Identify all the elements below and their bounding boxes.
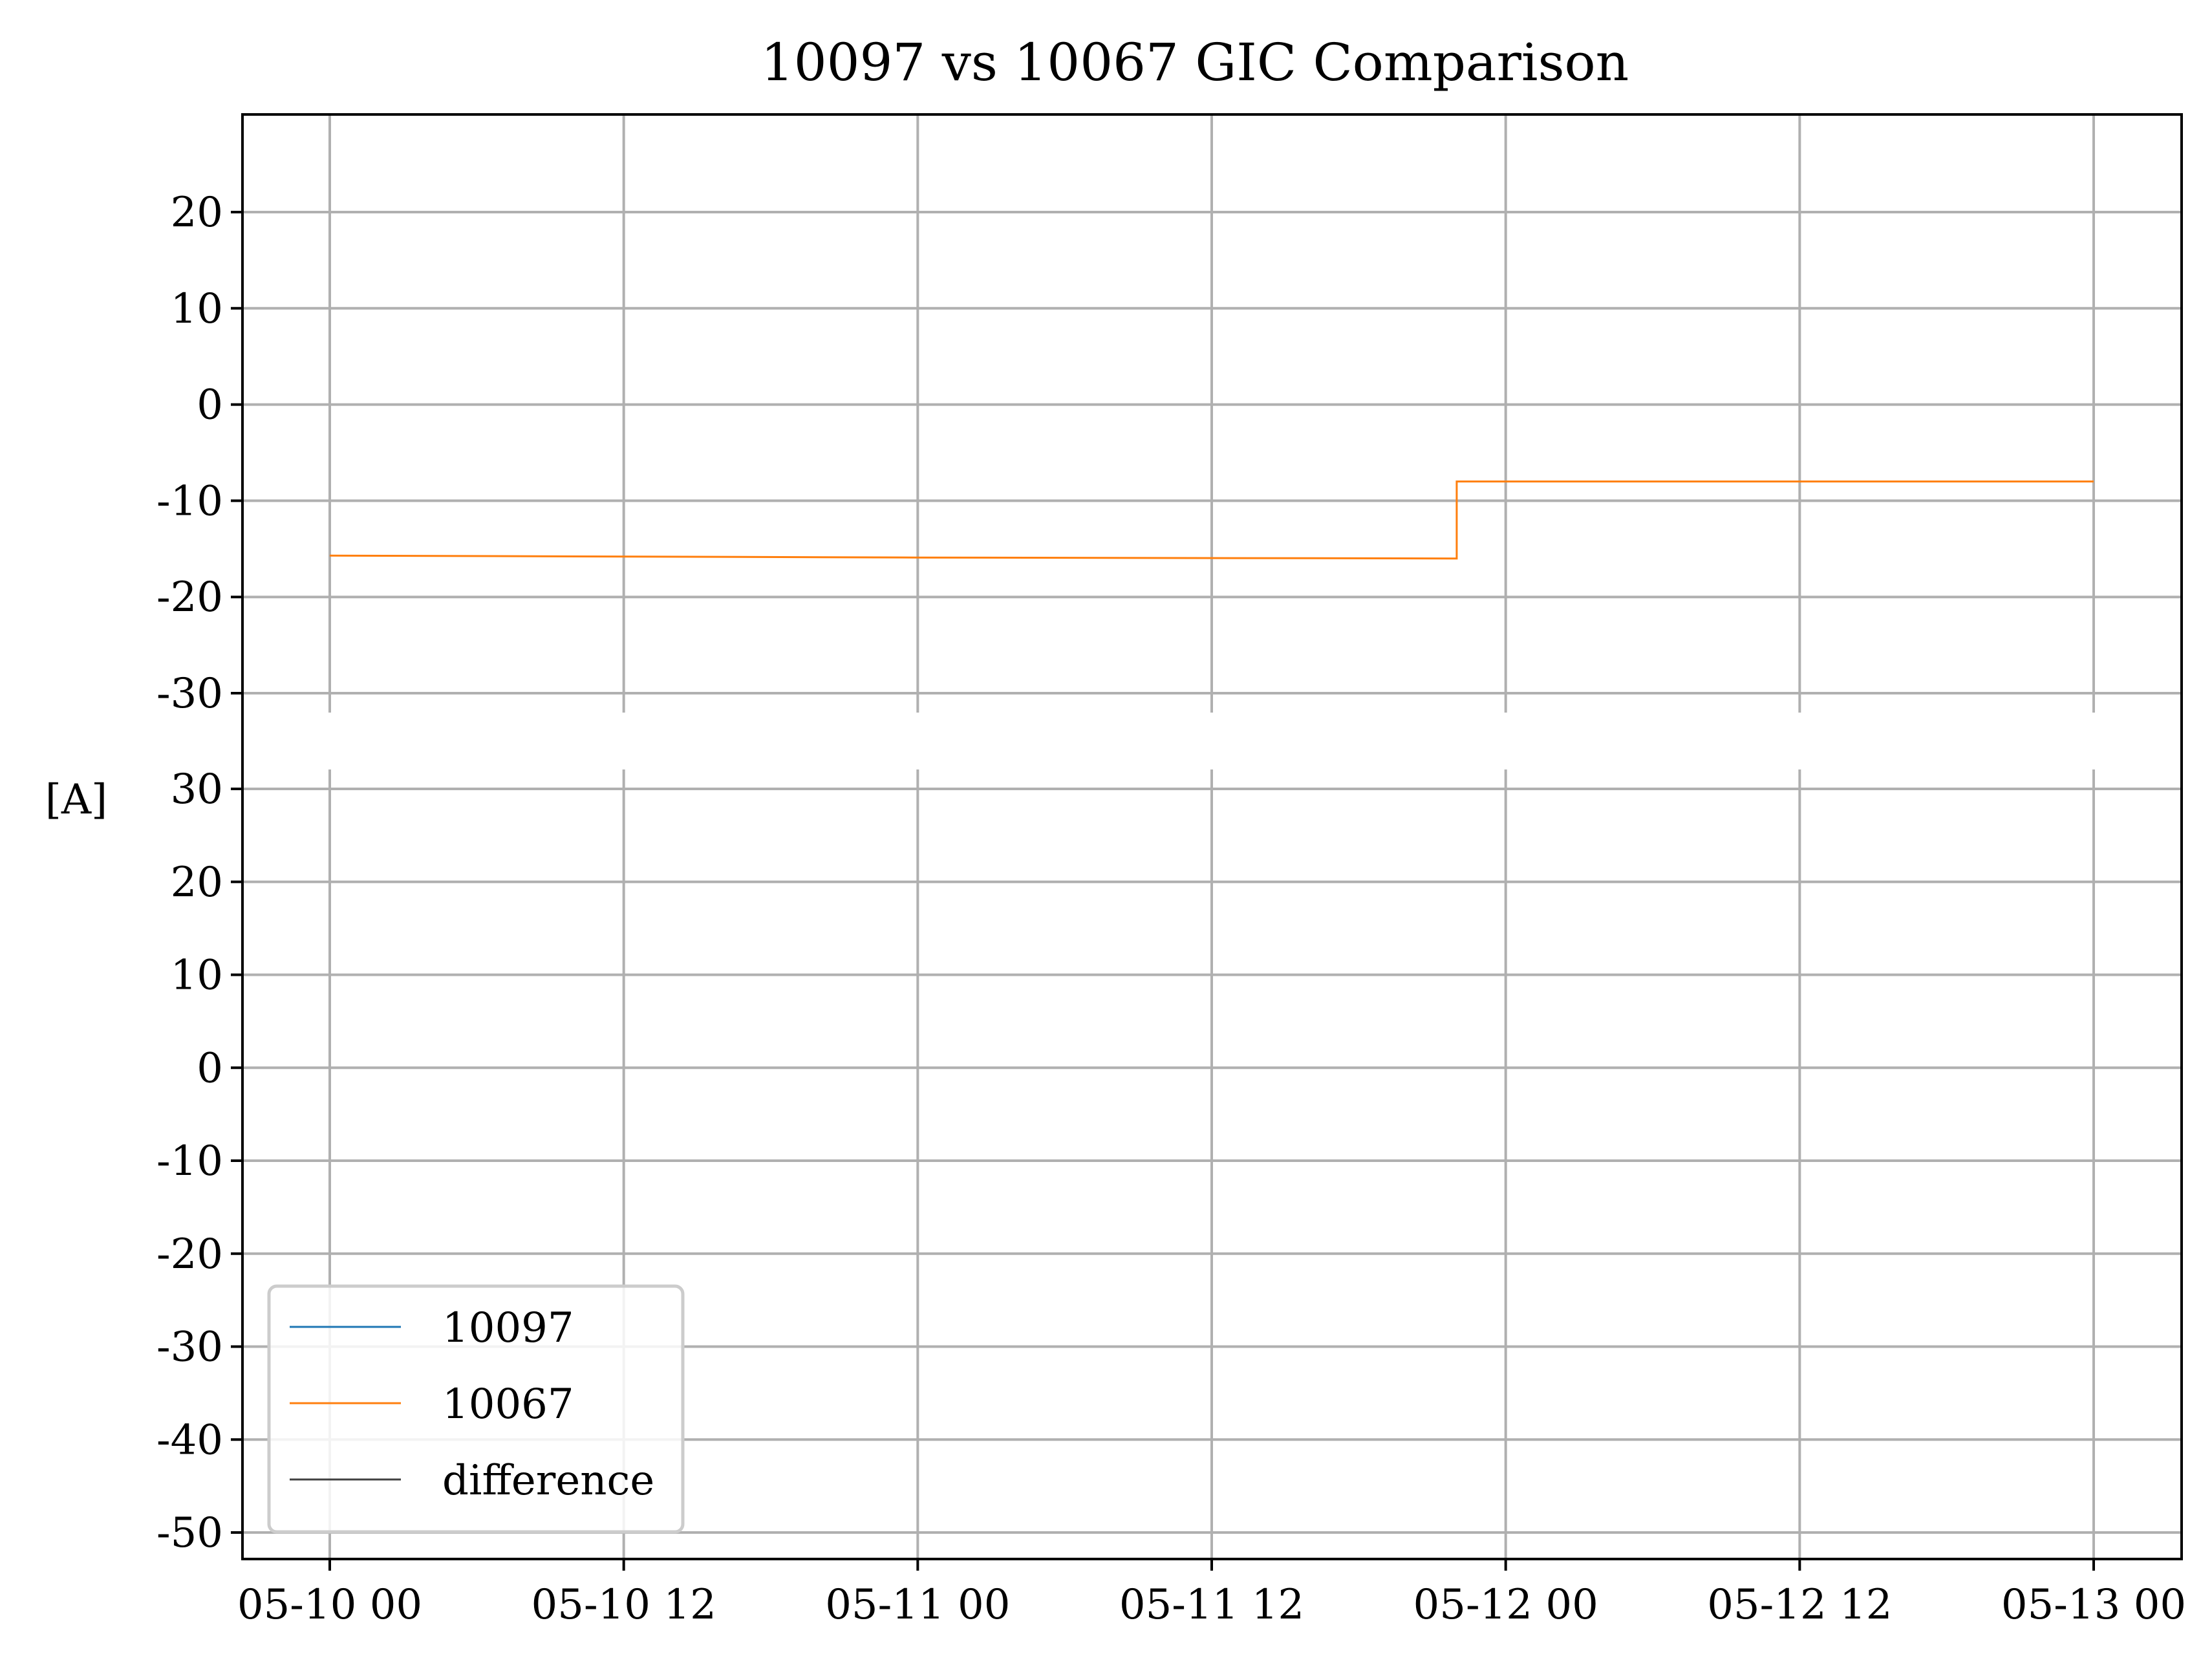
ytick-label-top-0: 20 bbox=[171, 189, 223, 237]
tick-layer: 20 10 0 -10 -20 -30 30 20 10 0 -10 -20 -30 -40 -50 05-1… bbox=[156, 189, 2186, 1629]
ytick-label-top-1: 10 bbox=[171, 285, 223, 333]
ytick-label-bottom-3: 0 bbox=[197, 1044, 223, 1092]
ytick-label-bottom-5: -20 bbox=[156, 1231, 223, 1278]
legend-label-10067: 10067 bbox=[442, 1381, 574, 1428]
series-layer bbox=[329, 480, 2094, 560]
legend-label-10097: 10097 bbox=[442, 1304, 574, 1352]
ytick-label-bottom-7: -40 bbox=[156, 1416, 223, 1464]
legend-box bbox=[267, 1284, 685, 1534]
ytick-label-top-2: 0 bbox=[197, 382, 223, 429]
ytick-label-bottom-0: 30 bbox=[171, 766, 223, 813]
xtick-label-4: 05-12 00 bbox=[1413, 1581, 1598, 1629]
ytick-label-bottom-2: 10 bbox=[171, 952, 223, 1000]
chart-title: 10097 vs 10067 GIC Comparison bbox=[761, 32, 1629, 92]
xtick-label-3: 05-11 12 bbox=[1119, 1581, 1304, 1629]
xtick-label-6: 05-13 00 bbox=[2001, 1581, 2186, 1629]
y-axis-label: [A] bbox=[45, 776, 107, 824]
xtick-label-2: 05-11 00 bbox=[825, 1581, 1010, 1629]
ytick-label-bottom-1: 20 bbox=[171, 859, 223, 907]
ytick-label-bottom-4: -10 bbox=[156, 1137, 223, 1185]
legend-label-difference: difference bbox=[442, 1457, 654, 1505]
xtick-label-0: 05-10 00 bbox=[237, 1581, 422, 1629]
ytick-label-top-4: -20 bbox=[156, 574, 223, 621]
legend: 10097 10067 difference bbox=[267, 1284, 685, 1534]
xtick-label-1: 05-10 12 bbox=[532, 1581, 716, 1629]
xtick-label-5: 05-12 12 bbox=[1707, 1581, 1892, 1629]
ytick-label-top-3: -10 bbox=[156, 477, 223, 525]
ytick-label-top-5: -30 bbox=[156, 670, 223, 718]
ytick-label-bottom-6: -30 bbox=[156, 1324, 223, 1371]
ytick-label-bottom-8: -50 bbox=[156, 1509, 223, 1557]
series-line-10067 bbox=[329, 480, 2094, 560]
